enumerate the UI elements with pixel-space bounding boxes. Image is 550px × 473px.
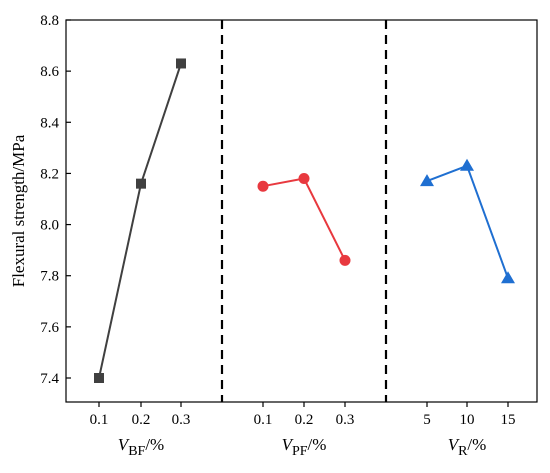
data-point	[298, 173, 310, 185]
y-axis: 7.4 7.6 7.8 8.0 8.2 8.4 8.6 8.8	[40, 13, 71, 387]
y-tick-label: 8.8	[40, 13, 59, 29]
data-point	[176, 58, 186, 69]
x-axis-titles: VBF/% VPF/% VR/%	[118, 435, 487, 459]
x-tick-label: 10	[460, 412, 475, 428]
y-axis-title: Flexural strength/MPa	[9, 134, 28, 287]
panel-dividers	[220, 20, 388, 402]
x-tick-label: 5	[423, 412, 431, 428]
plot-frame	[65, 19, 538, 403]
y-tick-label: 8.6	[40, 64, 59, 80]
x-tick-label: 0.2	[295, 412, 314, 428]
x-axis-title-3: VR/%	[448, 435, 487, 459]
x-axis: 0.1 0.2 0.3 0.1 0.2 0.3 5 10 15	[90, 402, 516, 428]
y-tick-label: 8.0	[40, 218, 59, 234]
y-tick-label: 7.6	[40, 320, 59, 336]
series-layer	[94, 58, 515, 383]
data-point	[420, 174, 434, 187]
y-tick-label: 8.4	[40, 115, 59, 131]
data-point	[339, 254, 351, 266]
data-point	[94, 373, 104, 383]
data-point	[136, 178, 146, 189]
data-point	[460, 158, 474, 171]
x-tick-label: 0.3	[172, 412, 191, 428]
y-tick-label: 7.8	[40, 269, 59, 285]
x-axis-title-2: VPF/%	[282, 435, 327, 459]
y-tick-label: 8.2	[40, 166, 59, 182]
data-point	[257, 180, 269, 192]
data-point	[501, 271, 515, 284]
x-tick-label: 15	[501, 412, 516, 428]
x-tick-label: 0.3	[336, 412, 355, 428]
y-tick-label: 7.4	[40, 371, 59, 387]
x-tick-label: 0.1	[254, 412, 273, 428]
x-tick-label: 0.1	[90, 412, 109, 428]
series-line-2	[262, 177, 346, 261]
series-line-3	[426, 164, 509, 279]
series-line-1	[98, 63, 182, 379]
x-axis-title-1: VBF/%	[118, 435, 164, 459]
x-tick-label: 0.2	[132, 412, 151, 428]
